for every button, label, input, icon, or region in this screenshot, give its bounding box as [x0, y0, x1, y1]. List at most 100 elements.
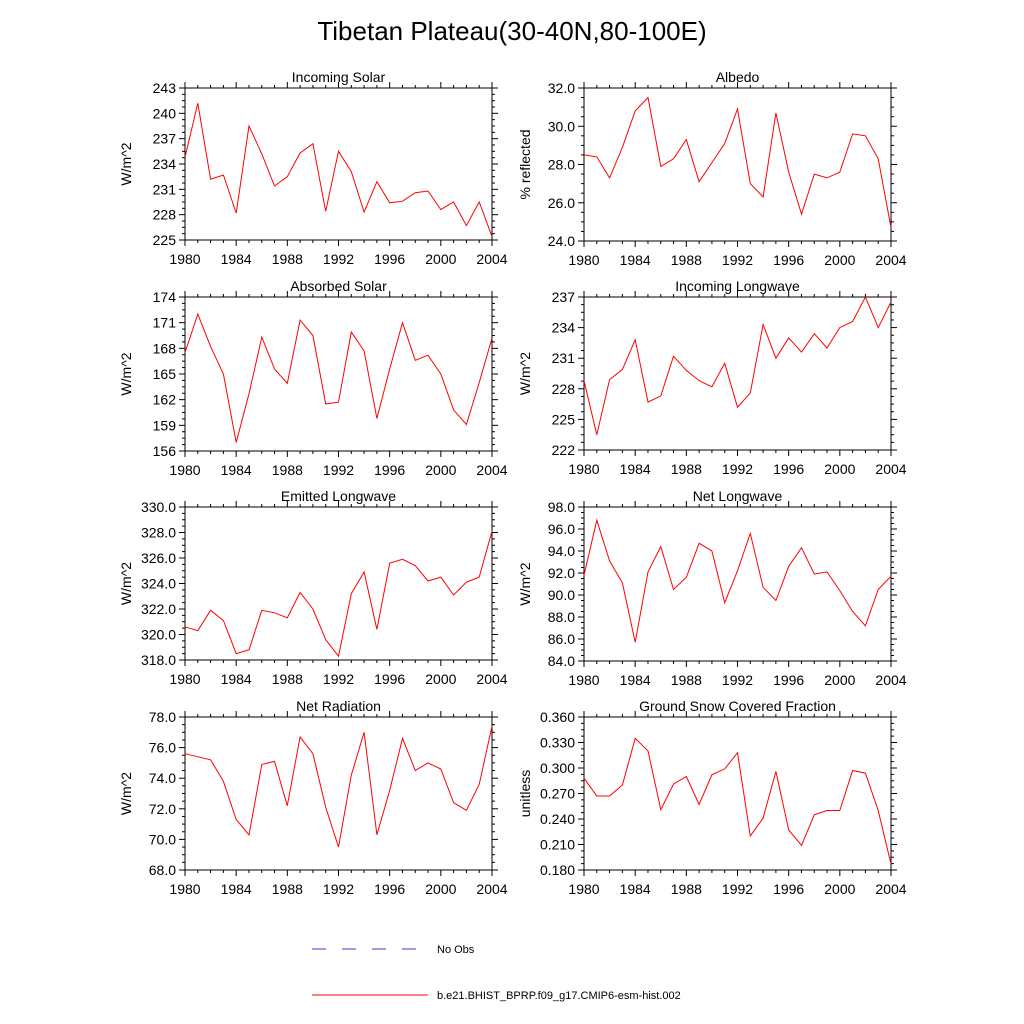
x-tick-label: 1980 — [568, 672, 599, 688]
x-tick-label: 2004 — [875, 252, 906, 268]
x-tick-label: 1980 — [568, 881, 599, 897]
y-axis-label: W/m^2 — [517, 352, 533, 395]
series-line — [184, 312, 493, 443]
y-tick-label: 68.0 — [149, 862, 176, 878]
panel-title: Incoming Longwave — [675, 278, 800, 294]
x-tick-label: 1984 — [620, 461, 651, 477]
y-tick-label: 231 — [153, 181, 177, 197]
y-tick-label: 322.0 — [141, 601, 176, 617]
y-tick-label: 90.0 — [548, 587, 575, 603]
x-tick-label: 2004 — [875, 881, 906, 897]
y-tick-label: 231 — [552, 350, 576, 366]
x-tick-label: 2000 — [425, 251, 456, 267]
y-axis-label: W/m^2 — [118, 562, 134, 605]
x-tick-label: 1984 — [221, 251, 252, 267]
x-tick-label: 2000 — [824, 461, 855, 477]
y-tick-label: 94.0 — [548, 543, 575, 559]
y-tick-label: 318.0 — [141, 652, 176, 668]
y-tick-label: 78.0 — [149, 709, 176, 725]
y-tick-label: 0.300 — [540, 760, 575, 776]
plot-frame — [184, 87, 493, 241]
x-tick-label: 1980 — [568, 252, 599, 268]
x-tick-label: 1980 — [169, 462, 200, 478]
x-tick-label: 1988 — [272, 881, 303, 897]
x-tick-label: 2000 — [425, 671, 456, 687]
x-tick-label: 2000 — [824, 672, 855, 688]
series-line — [184, 103, 493, 237]
y-tick-label: 237 — [153, 131, 177, 147]
x-tick-label: 1988 — [671, 252, 702, 268]
plot-frame — [583, 506, 892, 662]
y-tick-label: 234 — [153, 156, 177, 172]
x-tick-label: 2004 — [476, 462, 507, 478]
panel-ground-snow-covered-fraction: Ground Snow Covered Fraction unitless 0.18… — [517, 698, 907, 897]
y-tick-label: 324.0 — [141, 576, 176, 592]
x-tick-label: 2004 — [875, 672, 906, 688]
y-tick-label: 159 — [153, 417, 177, 433]
x-tick-label: 2004 — [476, 671, 507, 687]
x-tick-label: 1988 — [272, 251, 303, 267]
x-tick-label: 1996 — [374, 881, 405, 897]
y-tick-label: 96.0 — [548, 521, 575, 537]
panel-net-longwave: Net Longwave W/m^2 84.0 86.0 88.0 90.0 92.0 94.… — [517, 488, 907, 688]
x-tick-label: 2004 — [875, 461, 906, 477]
x-tick-label: 1996 — [773, 461, 804, 477]
y-tick-label: 168 — [153, 340, 177, 356]
y-tick-label: 330.0 — [141, 499, 176, 515]
x-tick-label: 1996 — [773, 881, 804, 897]
x-tick-label: 1988 — [671, 672, 702, 688]
panel-albedo: Albedo % reflected 24.0 26.0 28.0 30.0 32.0 198… — [517, 69, 907, 268]
y-tick-label: 74.0 — [149, 770, 176, 786]
x-tick-label: 1984 — [221, 671, 252, 687]
x-tick-label: 1984 — [221, 881, 252, 897]
x-tick-label: 1980 — [169, 881, 200, 897]
y-axis-label: unitless — [517, 770, 533, 817]
y-tick-label: 174 — [153, 289, 177, 305]
y-tick-label: 326.0 — [141, 550, 176, 566]
y-axis-label: W/m^2 — [118, 142, 134, 185]
y-tick-label: 240 — [153, 105, 177, 121]
y-tick-label: 92.0 — [548, 565, 575, 581]
x-tick-label: 1996 — [374, 671, 405, 687]
series-line — [583, 518, 892, 643]
x-tick-label: 1996 — [773, 672, 804, 688]
y-tick-label: 0.210 — [540, 837, 575, 853]
y-tick-label: 32.0 — [548, 80, 575, 96]
x-tick-label: 1980 — [169, 251, 200, 267]
y-tick-label: 225 — [552, 411, 576, 427]
y-tick-label: 86.0 — [548, 631, 575, 647]
y-tick-label: 88.0 — [548, 609, 575, 625]
y-tick-label: 0.330 — [540, 735, 575, 751]
x-tick-label: 1988 — [671, 881, 702, 897]
panel-incoming-solar: Incoming Solar W/m^2 225 228 231 234 237 240 243… — [118, 69, 508, 267]
x-tick-label: 1980 — [568, 461, 599, 477]
x-tick-label: 1992 — [722, 252, 753, 268]
y-tick-label: 76.0 — [149, 740, 176, 756]
x-tick-label: 1996 — [374, 462, 405, 478]
y-tick-label: 228 — [552, 381, 576, 397]
x-tick-label: 2000 — [824, 252, 855, 268]
x-tick-label: 1992 — [323, 881, 354, 897]
panel-title: Absorbed Solar — [290, 278, 387, 294]
series-line — [184, 726, 493, 848]
x-tick-label: 1988 — [272, 462, 303, 478]
series-line — [583, 737, 892, 865]
series-line — [583, 295, 892, 435]
panel-title: Albedo — [716, 69, 760, 85]
x-tick-label: 1992 — [323, 462, 354, 478]
x-tick-label: 1992 — [722, 672, 753, 688]
x-tick-label: 1992 — [323, 251, 354, 267]
x-tick-label: 1984 — [620, 881, 651, 897]
x-tick-label: 1988 — [671, 461, 702, 477]
panel-title: Net Longwave — [693, 488, 783, 504]
panel-title: Incoming Solar — [292, 69, 386, 85]
y-tick-label: 0.360 — [540, 709, 575, 725]
x-tick-label: 2000 — [425, 881, 456, 897]
panel-emitted-longwave: Emitted Longwave W/m^2 318.0 320.0 322.0 324.… — [118, 488, 508, 687]
y-tick-label: 72.0 — [149, 801, 176, 817]
x-tick-label: 2004 — [476, 881, 507, 897]
y-tick-label: 234 — [552, 320, 576, 336]
x-tick-label: 1996 — [773, 252, 804, 268]
x-tick-label: 1980 — [169, 671, 200, 687]
